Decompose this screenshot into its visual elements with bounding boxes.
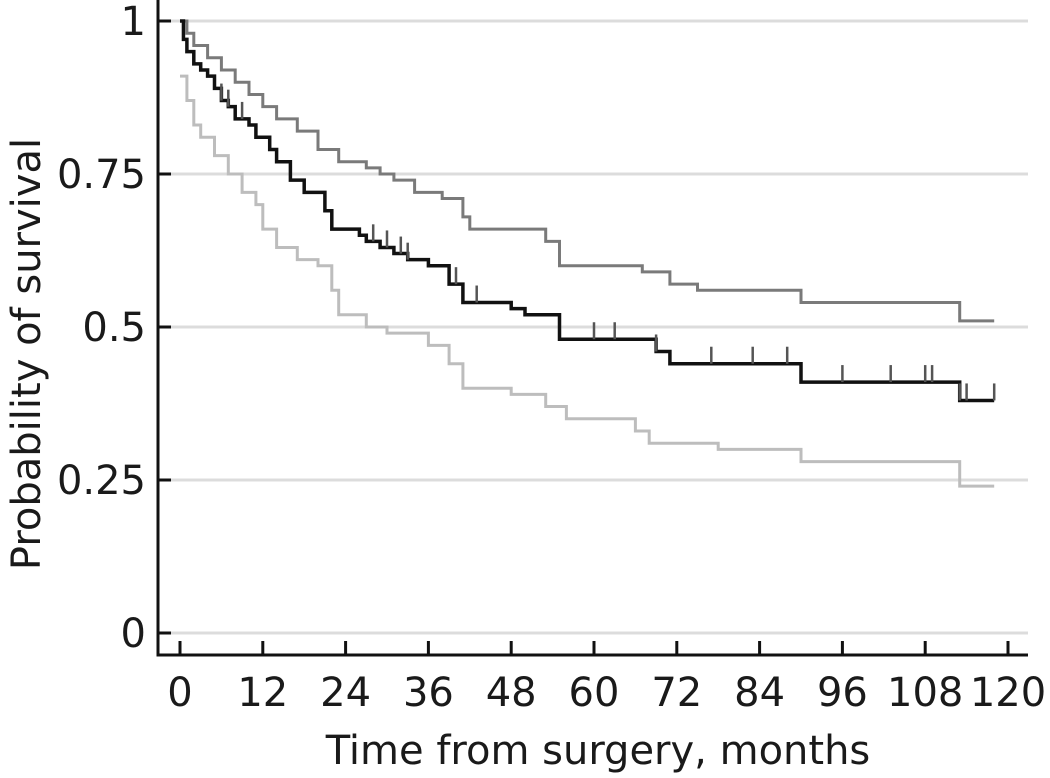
x-tick-label-4: 48 [486,670,537,716]
x-tick-label-2: 24 [320,670,371,716]
series-upper-ci-line [180,19,995,323]
y-tick-label-2: 0.5 [82,305,146,351]
series-estimate-line [180,19,995,403]
y-tick-label-4: 1 [121,0,146,45]
x-tick-label-6: 72 [651,670,702,716]
series-lower-ci-line [180,74,995,488]
x-tick-label-7: 84 [734,670,785,716]
y-axis-title: Probability of survival [4,138,50,570]
x-tick-label-10: 120 [970,670,1046,716]
series-group [180,19,996,488]
x-tick-label-3: 36 [403,670,454,716]
x-tick-label-1: 12 [237,670,288,716]
x-tick-label-5: 60 [569,670,620,716]
y-tick-label-0: 0 [121,611,146,657]
x-ticks: 0 12 24 36 48 60 72 84 96 108 120 [167,641,1046,716]
x-tick-label-0: 0 [167,670,192,716]
x-tick-label-9: 108 [887,670,963,716]
y-tick-label-1: 0.25 [57,458,146,504]
y-ticks: 0 0.25 0.5 0.75 1 [57,0,171,657]
y-tick-label-3: 0.75 [57,152,146,198]
x-tick-label-8: 96 [817,670,868,716]
x-axis-title: Time from surgery, months [325,728,871,774]
